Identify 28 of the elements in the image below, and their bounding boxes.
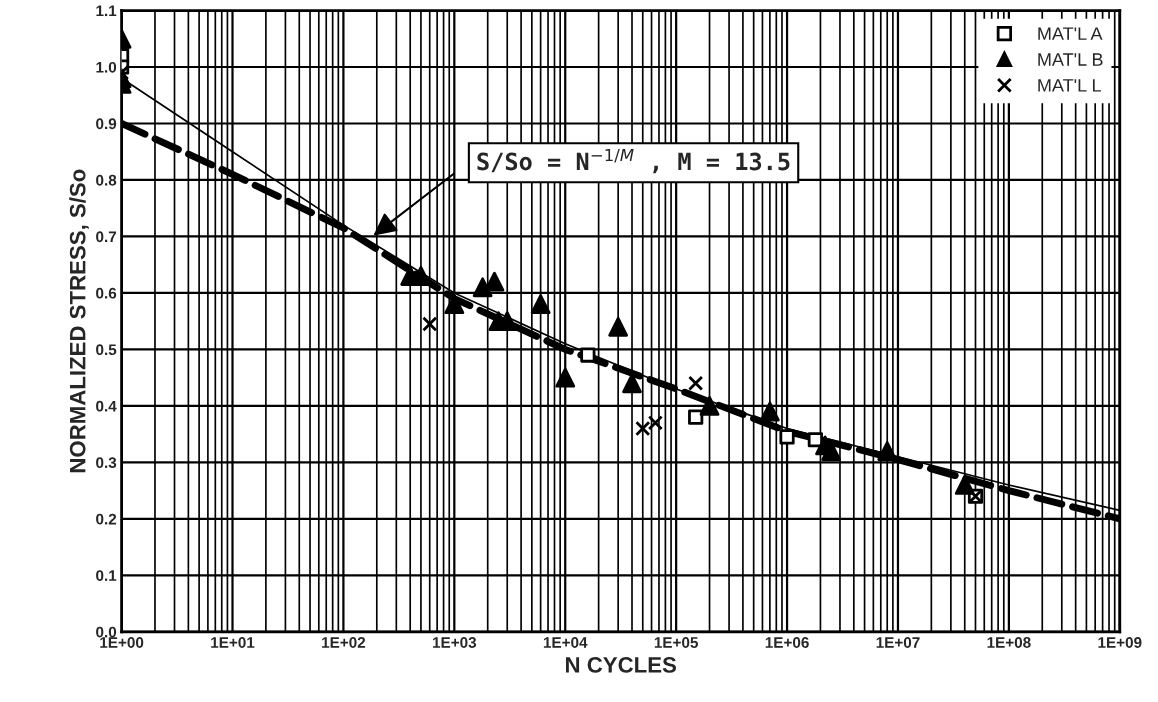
x-axis-title: N CYCLES [565, 657, 676, 673]
x-tick-label: 1E+09 [1098, 637, 1142, 648]
x-tick-label: 1E+02 [322, 637, 366, 648]
x-tick-label: 1E+06 [765, 637, 809, 648]
y-tick-label: 0.9 [96, 118, 117, 130]
y-tick-label: 0.5 [96, 344, 117, 356]
x-tick-label: 1E+00 [100, 637, 144, 648]
y-tick-label: 1.1 [96, 5, 117, 17]
y-tick-label: 0.4 [96, 400, 117, 412]
y-tick-label: 0.2 [96, 513, 117, 525]
y-tick-label: 1.0 [96, 61, 117, 73]
legend-label: MAT'L A [1038, 27, 1103, 40]
legend-label: MAT'L L [1038, 79, 1101, 92]
x-tick-label: 1E+08 [987, 637, 1031, 648]
y-tick-label: 0.6 [96, 287, 117, 299]
x-tick-label: 1E+01 [211, 637, 255, 648]
legend-label: MAT'L B [1038, 53, 1103, 66]
y-axis-title: NORMALIZED STRESS, S/So [69, 169, 89, 473]
x-tick-label: 1E+04 [543, 637, 588, 648]
y-tick-label: 0.8 [96, 174, 117, 186]
y-tick-label: 0.7 [96, 231, 117, 243]
y-tick-label: 0.0 [96, 626, 117, 638]
annotation: S/So = N$^{−1/M}$ , M = 13.5 [477, 148, 790, 174]
y-tick-label: 0.3 [96, 457, 117, 469]
x-tick-label: 1E+07 [876, 637, 920, 648]
x-tick-label: 1E+05 [654, 637, 699, 648]
x-tick-label: 1E+03 [432, 637, 477, 648]
y-tick-label: 0.1 [96, 570, 117, 582]
